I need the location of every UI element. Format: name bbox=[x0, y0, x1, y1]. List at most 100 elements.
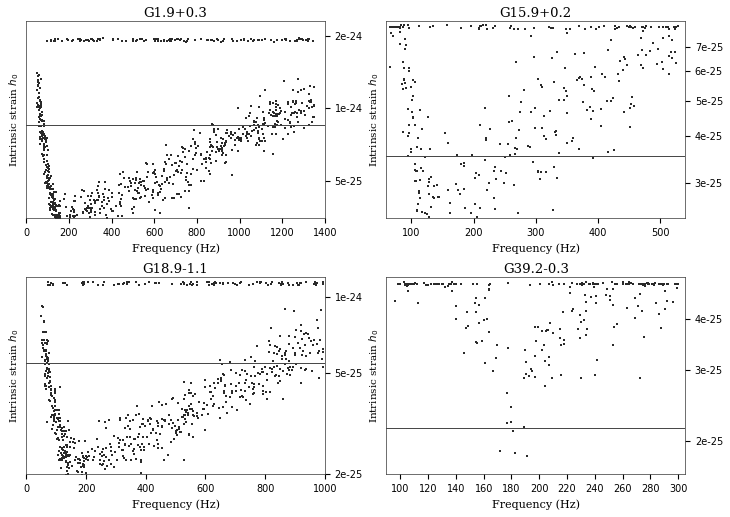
Point bbox=[547, 281, 558, 290]
Point bbox=[402, 280, 414, 288]
Point bbox=[642, 280, 654, 288]
Point bbox=[98, 451, 110, 460]
Point bbox=[428, 255, 439, 263]
Point bbox=[258, 113, 269, 121]
Point bbox=[60, 427, 72, 435]
Point bbox=[166, 161, 177, 169]
Point bbox=[50, 429, 61, 437]
Point bbox=[425, 223, 437, 232]
Point bbox=[42, 157, 53, 165]
Point bbox=[520, 358, 532, 367]
Point bbox=[545, 319, 556, 327]
Point bbox=[524, 142, 536, 150]
Point bbox=[300, 278, 312, 286]
Point bbox=[95, 209, 107, 217]
Point bbox=[526, 367, 537, 375]
Point bbox=[525, 366, 537, 374]
Point bbox=[407, 92, 419, 100]
Point bbox=[47, 185, 59, 193]
Point bbox=[77, 207, 89, 216]
Point bbox=[153, 398, 165, 406]
Point bbox=[613, 77, 625, 85]
Point bbox=[38, 140, 50, 148]
Point bbox=[536, 83, 548, 91]
Point bbox=[248, 117, 260, 125]
Point bbox=[209, 127, 220, 135]
Point bbox=[50, 238, 61, 246]
Point bbox=[591, 356, 603, 364]
Point bbox=[225, 128, 237, 136]
Point bbox=[117, 446, 128, 454]
Point bbox=[285, 102, 296, 111]
Point bbox=[198, 176, 210, 185]
Point bbox=[618, 280, 629, 288]
Point bbox=[553, 96, 565, 104]
Point bbox=[204, 138, 215, 146]
Point bbox=[506, 403, 518, 411]
Point bbox=[215, 134, 227, 142]
Point bbox=[252, 127, 264, 135]
Point bbox=[596, 70, 607, 78]
Point bbox=[139, 192, 151, 201]
Point bbox=[304, 98, 316, 106]
Point bbox=[99, 204, 110, 212]
Point bbox=[178, 280, 190, 288]
Point bbox=[56, 456, 68, 464]
Point bbox=[56, 445, 68, 453]
Point bbox=[37, 151, 49, 160]
Point bbox=[384, 23, 396, 31]
Point bbox=[577, 98, 589, 106]
Point bbox=[42, 359, 53, 368]
Point bbox=[195, 150, 207, 158]
Point bbox=[555, 371, 566, 379]
Point bbox=[493, 447, 505, 455]
Point bbox=[44, 397, 55, 405]
Point bbox=[580, 291, 591, 299]
Point bbox=[182, 180, 194, 189]
Point bbox=[45, 198, 57, 206]
Point bbox=[425, 225, 437, 234]
Point bbox=[42, 372, 54, 381]
Point bbox=[301, 328, 312, 337]
Point bbox=[53, 209, 64, 218]
Point bbox=[412, 280, 423, 288]
Point bbox=[273, 279, 285, 287]
Point bbox=[40, 346, 52, 355]
Point bbox=[47, 192, 58, 200]
Point bbox=[280, 35, 291, 43]
Point bbox=[407, 109, 418, 117]
Point bbox=[240, 396, 252, 404]
Point bbox=[211, 143, 223, 151]
Point bbox=[251, 342, 263, 350]
Point bbox=[662, 280, 674, 288]
Point bbox=[72, 211, 83, 219]
Point bbox=[69, 192, 81, 200]
Point bbox=[131, 175, 142, 184]
Point bbox=[49, 219, 61, 227]
Point bbox=[410, 167, 422, 175]
Point bbox=[64, 489, 75, 497]
Point bbox=[493, 140, 505, 148]
Point bbox=[60, 203, 72, 211]
Point bbox=[532, 167, 544, 175]
Point bbox=[179, 187, 191, 195]
Point bbox=[144, 420, 155, 429]
Point bbox=[266, 368, 278, 376]
Point bbox=[34, 112, 46, 120]
Point bbox=[296, 279, 307, 287]
Point bbox=[250, 141, 262, 149]
Point bbox=[384, 63, 396, 71]
Point bbox=[267, 112, 279, 120]
Point bbox=[660, 23, 672, 31]
Point bbox=[144, 414, 155, 422]
Point bbox=[58, 227, 69, 236]
Point bbox=[35, 103, 47, 111]
Point bbox=[215, 374, 227, 382]
Point bbox=[566, 307, 578, 315]
Point bbox=[458, 159, 470, 167]
Point bbox=[461, 241, 473, 250]
Point bbox=[94, 205, 106, 214]
Point bbox=[294, 344, 306, 353]
Point bbox=[138, 37, 150, 45]
Point bbox=[578, 280, 590, 288]
